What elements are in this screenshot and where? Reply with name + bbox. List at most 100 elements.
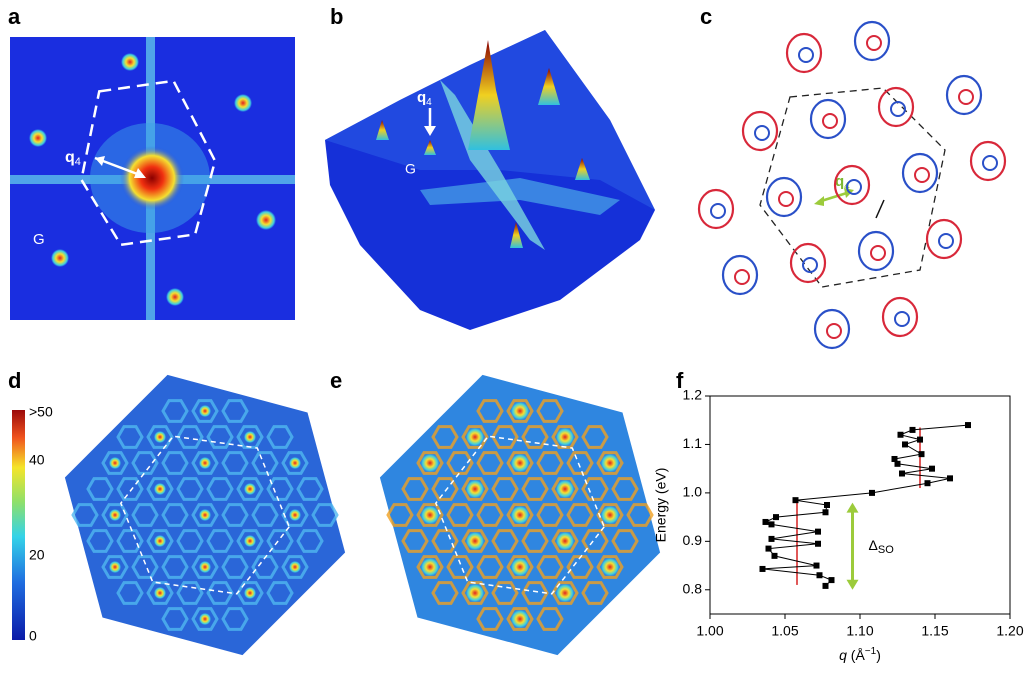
gap-label-part: Δ <box>869 537 878 553</box>
ring <box>723 256 757 294</box>
data-point <box>766 546 772 552</box>
colorbar-label: 0 <box>29 628 37 644</box>
hot-spot <box>109 457 121 469</box>
data-point <box>824 502 830 508</box>
ring <box>767 178 801 216</box>
ring <box>903 154 937 192</box>
panel-letter: d <box>8 368 21 393</box>
page: {"panels": { "a": {"letter": "a", "q_lab… <box>0 0 1029 673</box>
ring <box>823 114 837 128</box>
x-axis-label-part: ) <box>876 647 881 663</box>
hot-spot <box>556 584 574 602</box>
data-point <box>817 572 823 578</box>
data-point <box>793 497 799 503</box>
panel-c-diagram: q4 <box>699 22 1005 348</box>
data-point <box>917 437 923 443</box>
ring <box>947 76 981 114</box>
gap-label-part: SO <box>878 544 894 556</box>
hot-spot <box>466 532 484 550</box>
data-point <box>773 514 779 520</box>
ring <box>895 312 909 326</box>
hot-spot <box>511 402 529 420</box>
hot-spot <box>289 457 301 469</box>
panel-letter: c <box>700 4 712 29</box>
ring <box>791 244 825 282</box>
data-point <box>769 521 775 527</box>
data-point <box>965 422 971 428</box>
y-axis-label: Energy (eV) <box>653 468 669 543</box>
data-point <box>869 490 875 496</box>
x-tick-label: 1.15 <box>921 623 948 639</box>
x-tick-label: 1.00 <box>696 623 723 639</box>
hot-spot <box>199 509 211 521</box>
colorbar-label: 40 <box>29 452 45 468</box>
y-tick-label: 0.9 <box>683 532 703 548</box>
hot-spot <box>601 506 619 524</box>
hot-spot <box>421 454 439 472</box>
data-point <box>910 427 916 433</box>
gap-label: ΔSO <box>869 537 895 556</box>
hot-spot <box>154 431 166 443</box>
data-point <box>899 471 905 477</box>
ring <box>735 270 749 284</box>
ring <box>827 324 841 338</box>
data-point <box>947 475 953 481</box>
hot-spot <box>109 561 121 573</box>
x-tick-label: 1.20 <box>996 623 1023 639</box>
ring <box>971 142 1005 180</box>
ring <box>699 190 733 228</box>
ring <box>855 22 889 60</box>
hot-spot <box>466 480 484 498</box>
data-point <box>772 553 778 559</box>
point-label: G <box>33 231 45 248</box>
data-point <box>823 583 829 589</box>
colorbar-label: >50 <box>29 404 53 420</box>
ring <box>883 298 917 336</box>
data-line <box>763 425 969 586</box>
hot-spot <box>199 457 211 469</box>
hot-spot <box>511 506 529 524</box>
arrow-head <box>847 503 859 513</box>
hot-spot <box>199 561 211 573</box>
hot-spot <box>511 558 529 576</box>
data-point <box>829 577 835 583</box>
hot-spot <box>244 587 256 599</box>
data-point <box>892 456 898 462</box>
x-axis-label-part: (Å <box>847 647 866 663</box>
data-point <box>814 563 820 569</box>
ring <box>779 192 793 206</box>
panel-a-image: q4 G <box>10 37 295 320</box>
panel-letter: e <box>330 368 342 393</box>
ring <box>859 232 893 270</box>
ring <box>959 90 973 104</box>
hot-spot <box>154 587 166 599</box>
hot-spot <box>289 509 301 521</box>
figure: a b c d e f q4 G q4 G <box>0 0 1029 673</box>
hot-spot <box>601 454 619 472</box>
arrow-head <box>847 580 859 590</box>
hot-spot <box>244 431 256 443</box>
panel-de-maps <box>65 375 660 655</box>
hot-spot <box>466 584 484 602</box>
ring <box>871 246 885 260</box>
y-tick-label: 0.8 <box>683 580 703 596</box>
ring <box>867 36 881 50</box>
hot-spot <box>421 506 439 524</box>
ring <box>811 100 845 138</box>
hot-spot <box>421 558 439 576</box>
data-point <box>815 541 821 547</box>
hot-spot <box>556 532 574 550</box>
hot-spot <box>154 483 166 495</box>
x-tick-label: 1.10 <box>846 623 873 639</box>
ring <box>711 204 725 218</box>
panel-letter: b <box>330 4 343 29</box>
plot-frame <box>710 396 1010 614</box>
x-axis-label-part: −1 <box>865 646 877 657</box>
data-point <box>823 509 829 515</box>
data-point <box>763 519 769 525</box>
data-point <box>760 566 766 572</box>
x-tick-label: 1.05 <box>771 623 798 639</box>
ring <box>787 34 821 72</box>
ring <box>927 220 961 258</box>
